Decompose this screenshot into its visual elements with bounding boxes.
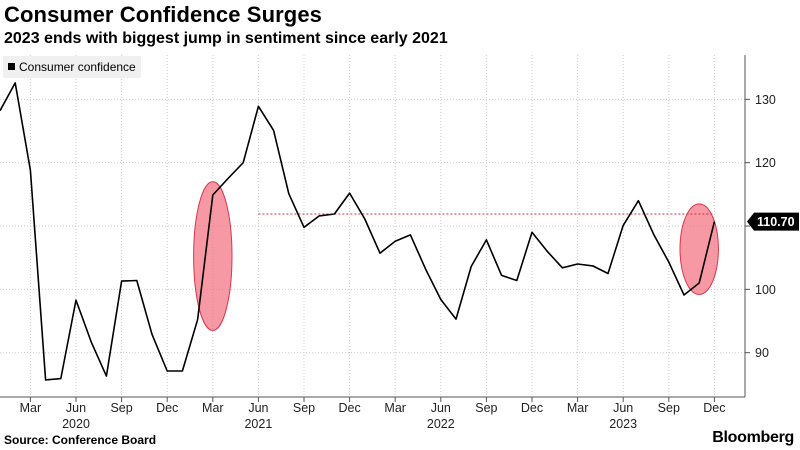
x-year-label: 2023 xyxy=(609,417,637,431)
x-tick-label: Dec xyxy=(338,401,360,415)
y-tick-label: 100 xyxy=(755,283,776,297)
x-tick-label: Dec xyxy=(703,401,725,415)
x-tick-label: Jun xyxy=(248,401,268,415)
highlight-ellipse xyxy=(679,203,719,295)
legend: Consumer confidence xyxy=(3,56,141,78)
x-tick-label: Mar xyxy=(567,401,589,415)
bloomberg-logo: Bloomberg xyxy=(712,429,794,446)
x-year-label: 2021 xyxy=(244,417,272,431)
x-tick-label: Sep xyxy=(658,401,680,415)
series-layer xyxy=(0,82,716,381)
x-tick-label: Jun xyxy=(66,401,86,415)
x-tick-label: Dec xyxy=(156,401,178,415)
axes xyxy=(0,55,750,402)
x-year-label: 2022 xyxy=(427,417,455,431)
x-tick-label: Jun xyxy=(431,401,451,415)
y-tick-label: 130 xyxy=(755,93,776,107)
x-tick-label: Sep xyxy=(293,401,315,415)
x-tick-label: Sep xyxy=(475,401,497,415)
chart-subtitle: 2023 ends with biggest jump in sentiment… xyxy=(4,30,448,47)
series-line-consumer-confidence xyxy=(0,82,716,381)
y-tick-label: 120 xyxy=(755,156,776,170)
annotations xyxy=(193,181,719,332)
x-tick-label: Jun xyxy=(613,401,633,415)
legend-box xyxy=(3,56,141,78)
highlight-ellipse xyxy=(193,181,233,332)
x-tick-label: Mar xyxy=(384,401,406,415)
last-value-badge xyxy=(747,212,799,231)
x-tick-label: Mar xyxy=(20,401,42,415)
chart-title: Consumer Confidence Surges xyxy=(4,2,322,27)
tick-labels: 90100110120130MarJun2020SepDecMarJun2021… xyxy=(20,93,799,431)
x-tick-label: Dec xyxy=(521,401,543,415)
x-year-label: 2020 xyxy=(62,417,90,431)
last-value-label: 110.70 xyxy=(757,215,795,229)
x-tick-label: Sep xyxy=(110,401,132,415)
y-tick-label: 90 xyxy=(755,346,769,360)
legend-swatch xyxy=(8,63,15,70)
source-note: Source: Conference Board xyxy=(4,433,157,447)
legend-label: Consumer confidence xyxy=(19,60,136,74)
x-tick-label: Mar xyxy=(202,401,224,415)
